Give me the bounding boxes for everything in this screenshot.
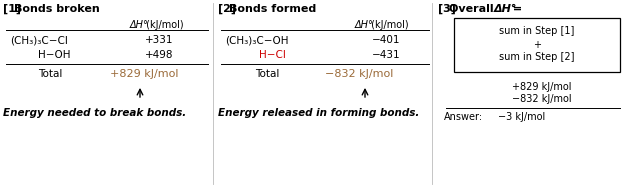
- Text: [2]: [2]: [218, 4, 236, 14]
- Text: [1]: [1]: [3, 4, 21, 14]
- Text: ΔH°: ΔH°: [355, 20, 374, 30]
- Text: +829 kJ/mol: +829 kJ/mol: [512, 82, 572, 92]
- Text: sum in Step [1]: sum in Step [1]: [499, 26, 575, 36]
- Text: [3]: [3]: [438, 4, 456, 14]
- Text: H−OH: H−OH: [38, 50, 71, 60]
- Text: +829 kJ/mol: +829 kJ/mol: [110, 69, 179, 79]
- Text: Energy needed to break bonds.: Energy needed to break bonds.: [3, 108, 186, 118]
- Text: −431: −431: [372, 50, 401, 60]
- Text: +331: +331: [145, 35, 174, 45]
- Text: sum in Step [2]: sum in Step [2]: [499, 52, 575, 62]
- Text: +498: +498: [145, 50, 174, 60]
- Text: Bonds broken: Bonds broken: [14, 4, 100, 14]
- Text: −401: −401: [372, 35, 401, 45]
- Text: Answer:: Answer:: [444, 112, 483, 122]
- Text: (CH₃)₃C−Cl: (CH₃)₃C−Cl: [10, 35, 68, 45]
- Text: (kJ/mol): (kJ/mol): [143, 20, 184, 30]
- Text: H−Cl: H−Cl: [259, 50, 286, 60]
- Text: Overall: Overall: [449, 4, 498, 14]
- Text: ΔH°: ΔH°: [130, 20, 149, 30]
- Text: −832 kJ/mol: −832 kJ/mol: [512, 94, 572, 104]
- Text: Total: Total: [38, 69, 62, 79]
- Text: ΔH°: ΔH°: [494, 4, 518, 14]
- Text: (CH₃)₃C−OH: (CH₃)₃C−OH: [225, 35, 289, 45]
- Text: −3 kJ/mol: −3 kJ/mol: [498, 112, 545, 122]
- Text: −832 kJ/mol: −832 kJ/mol: [325, 69, 393, 79]
- Text: Energy released in forming bonds.: Energy released in forming bonds.: [218, 108, 419, 118]
- Text: +: +: [533, 40, 541, 50]
- Text: Total: Total: [255, 69, 279, 79]
- Text: Bonds formed: Bonds formed: [229, 4, 316, 14]
- Bar: [454, 18, 620, 72]
- Text: (kJ/mol): (kJ/mol): [368, 20, 409, 30]
- Text: =: =: [509, 4, 522, 14]
